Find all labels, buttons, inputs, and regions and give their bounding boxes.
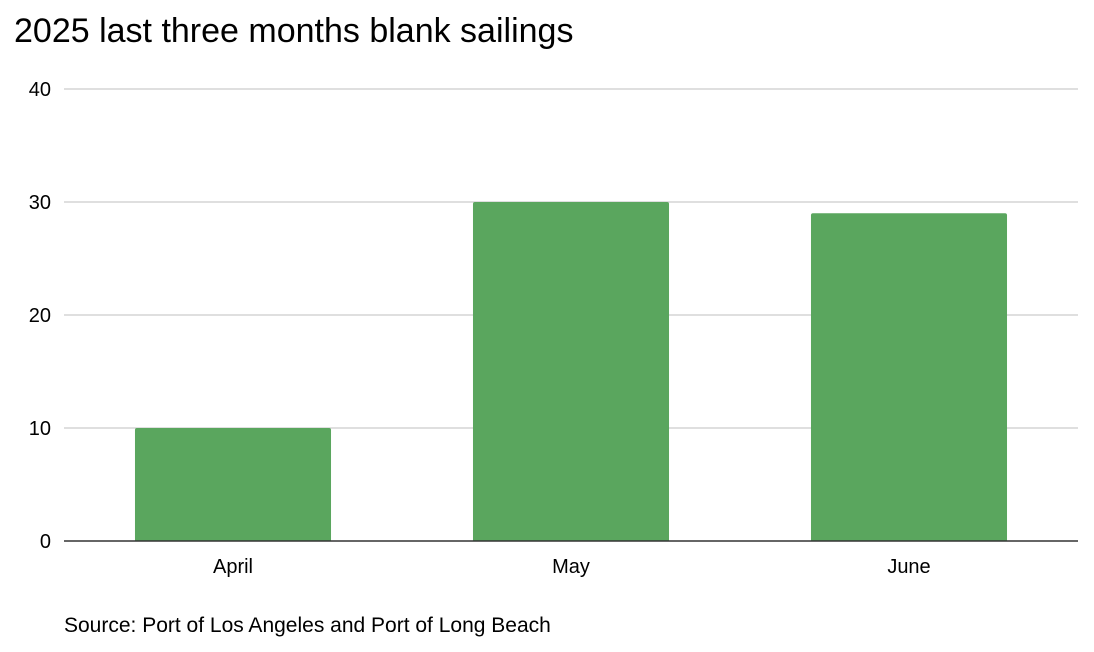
tick-labels: 0 10 20 30 40 April May June [29, 79, 931, 578]
bar-june [810, 213, 1008, 542]
bars [134, 202, 1008, 542]
y-tick-label: 20 [29, 305, 51, 327]
chart-title: 2025 last three months blank sailings [14, 12, 574, 50]
x-tick-label: May [552, 556, 590, 578]
x-tick-label: June [887, 556, 930, 578]
y-tick-label: 10 [29, 418, 51, 440]
x-tick-label: April [213, 556, 253, 578]
y-tick-label: 40 [29, 79, 51, 101]
y-tick-label: 30 [29, 192, 51, 214]
source-note: Source: Port of Los Angeles and Port of … [64, 614, 551, 637]
bar-april [134, 428, 332, 541]
bar-may [472, 202, 670, 541]
bar-chart: 0 10 20 30 40 April May June [29, 79, 1078, 578]
y-tick-label: 0 [40, 531, 51, 553]
